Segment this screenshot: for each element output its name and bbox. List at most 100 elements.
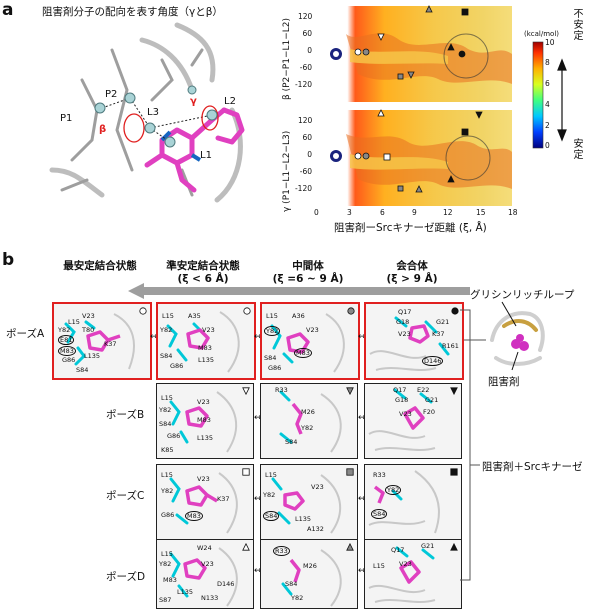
- residue-label: S84: [285, 438, 298, 446]
- ytick-top-neg60: -60: [299, 63, 312, 72]
- residue-label: S84: [285, 580, 298, 588]
- ytick-top-60: 60: [302, 29, 312, 38]
- residue-label: G18: [395, 396, 409, 404]
- residue-label: S87: [159, 596, 172, 604]
- residue-label: Y82: [159, 560, 172, 568]
- residue-label: R33: [275, 386, 288, 394]
- residue-label: F20: [423, 408, 436, 416]
- transition-arrow-icon: ↔: [358, 494, 366, 504]
- pose-c-encounter: R33 Y82 S84: [364, 464, 462, 540]
- panel-a-letter: a: [2, 0, 14, 20]
- residue-label: A35: [188, 312, 201, 320]
- pose-a-intermediate: L15 A36 Y82 V23 M83 S84 G86: [260, 302, 360, 380]
- state-marker-icon: [346, 543, 354, 551]
- cbar-tick-4: 4: [545, 100, 550, 109]
- residue-label: S84: [76, 366, 89, 374]
- pose-c-metastable: L15 Y82 V23 K37 G86 M83: [156, 464, 254, 540]
- ytick-top-120: 120: [298, 12, 313, 21]
- gamma-axis-label: γ (P1−L1−L2−L3): [282, 130, 292, 212]
- state-marker-icon: [242, 468, 250, 476]
- residue-label: V23: [311, 483, 324, 491]
- residue-label: M83: [58, 346, 76, 356]
- state-marker-icon: [242, 543, 250, 551]
- pose-d-metastable: W24 L15 Y82 V23 M83 D146 L135 S87 N133: [156, 539, 254, 609]
- colorbar: [532, 41, 544, 149]
- complex-label: 阻害剤＋Srcキナーゼ: [482, 461, 583, 473]
- state-marker-icon: [450, 543, 458, 551]
- transition-arrow-icon: ↔: [254, 494, 262, 504]
- residue-label: G86: [167, 432, 181, 440]
- residue-label: Y82: [385, 485, 402, 495]
- cbar-tick-0: 0: [545, 141, 550, 150]
- residue-label: L135: [198, 356, 215, 364]
- pose-a-metastable: L15 A35 Y82 V23 S84 M83 G86 L135: [156, 302, 256, 380]
- atom-l2-label: L2: [224, 96, 236, 107]
- residue-label: S84: [160, 352, 173, 360]
- residue-label: Y82: [159, 406, 172, 414]
- inhibitor-binding-render: [42, 20, 267, 205]
- atom-p2-label: P2: [105, 89, 118, 100]
- residue-label: M83: [294, 348, 312, 358]
- xtick-18: 18: [508, 208, 518, 217]
- residue-label: K37: [432, 330, 445, 338]
- residue-label: L135: [84, 352, 101, 360]
- residue-label: E81: [58, 335, 75, 345]
- residue-label: V23: [399, 410, 412, 418]
- gamma-heatmap: [316, 110, 512, 206]
- cbar-tick-10: 10: [545, 38, 555, 47]
- residue-label: L15: [161, 550, 173, 558]
- residue-label: K37: [104, 340, 117, 348]
- complex-bracket: [460, 309, 486, 581]
- panel-b-letter: b: [2, 250, 15, 270]
- transition-arrow-icon: ↔: [150, 332, 158, 342]
- x-axis-label: 阻害剤ーSrcキナーゼ距離 (ξ, Å): [334, 222, 487, 234]
- state-marker-icon: [450, 468, 458, 476]
- residue-label: L15: [265, 471, 277, 479]
- kinase-overview-render: [490, 301, 545, 371]
- residue-label: L15: [162, 312, 174, 320]
- residue-label: L15: [161, 471, 173, 479]
- state-marker-icon: [346, 468, 354, 476]
- residue-label: S84: [263, 511, 280, 521]
- pose-d-encounter: G21 Q17 L15 V23: [364, 539, 462, 609]
- residue-label: A36: [292, 312, 305, 320]
- residue-label: L15: [68, 318, 80, 326]
- residue-label: L15: [373, 562, 385, 570]
- xtick-15: 15: [476, 208, 486, 217]
- residue-label: Y82: [301, 424, 314, 432]
- residue-label: G21: [421, 542, 435, 550]
- residue-label: M83: [197, 416, 211, 424]
- transition-arrow-icon: ↔: [358, 332, 366, 342]
- residue-label: Y82: [291, 594, 304, 602]
- residue-label: M26: [301, 408, 315, 416]
- progress-arrow: [128, 283, 470, 299]
- residue-label: Y82: [58, 326, 71, 334]
- residue-label: G21: [436, 318, 450, 326]
- pose-a-label: ポーズA: [6, 328, 45, 340]
- state-marker-icon: [139, 307, 147, 315]
- ytick-top-neg120: -120: [294, 80, 312, 89]
- colorbar-unit: (kcal/mol): [524, 30, 560, 38]
- transition-arrow-icon: ↔: [254, 566, 262, 576]
- residue-label: K37: [217, 495, 230, 503]
- residue-label: Q17: [391, 546, 405, 554]
- residue-label: G21: [425, 396, 439, 404]
- pose-d-intermediate: R33 M26 S84 Y82: [260, 539, 358, 609]
- xtick-12: 12: [443, 208, 453, 217]
- xtick-0: 0: [314, 208, 319, 217]
- residue-label: G86: [161, 511, 175, 519]
- glycine-loop-label: グリシンリッチループ: [470, 289, 575, 301]
- residue-label: T80: [82, 326, 95, 334]
- transition-arrow-icon: ↔: [358, 566, 366, 576]
- residue-label: V23: [82, 312, 95, 320]
- state-header-metastable: 準安定結合状態 (ξ < 6 Å): [166, 260, 240, 285]
- residue-label: V23: [201, 560, 214, 568]
- xtick-6: 6: [380, 208, 385, 217]
- residue-label: L135: [177, 588, 194, 596]
- state-marker-icon: [243, 307, 251, 315]
- cbar-tick-2: 2: [545, 121, 550, 130]
- ytick-bot-neg60: -60: [299, 167, 312, 176]
- residue-label: R161: [442, 342, 459, 350]
- residue-label: D146: [422, 356, 444, 366]
- residue-label: L135: [295, 515, 312, 523]
